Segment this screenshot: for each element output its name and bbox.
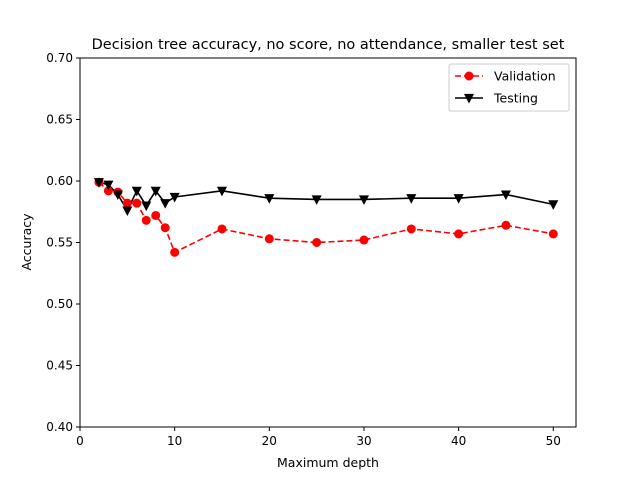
y-tick-label: 0.70 [46,51,73,65]
validation-data-point [264,234,274,244]
x-axis-label: Maximum depth [277,455,379,470]
validation-data-point [151,210,161,220]
validation-series-line [98,181,554,254]
legend-validation-marker [464,71,474,81]
validation-data-point [217,224,227,234]
testing-data-point [216,186,228,197]
y-axis-label: Accuracy [19,213,34,271]
y-axis: 0.40 0.45 0.50 0.55 0.60 0.65 0.70 [46,51,80,434]
x-axis: 0 10 20 30 40 50 [76,427,561,448]
testing-data-point [311,195,322,205]
testing-data-point [169,192,180,203]
x-tick-label: 40 [451,434,466,448]
testing-data-point [453,194,464,204]
y-tick-label: 0.65 [46,113,73,127]
testing-data-point [548,200,559,210]
legend: Validation Testing [448,63,570,112]
y-tick-label: 0.40 [46,420,73,434]
testing-data-point [103,180,114,191]
validation-data-point [122,198,132,208]
testing-data-point [112,190,123,201]
testing-data-point [93,178,104,188]
legend-testing-marker [463,93,475,104]
y-tick-label: 0.45 [46,359,73,373]
testing-data-point [131,186,142,197]
testing-series-line [98,181,554,212]
validation-data-point [454,229,464,239]
plot-area-frame [79,57,577,428]
testing-data-point [264,194,275,204]
x-tick-label: 50 [546,434,561,448]
legend-testing-label: Testing [493,91,538,106]
validation-data-point [359,235,369,245]
y-tick-label: 0.55 [46,236,73,250]
plot-lines [98,181,554,254]
testing-data-point [160,199,171,209]
testing-data-point [141,201,152,212]
x-tick-label: 30 [356,434,371,448]
validation-data-point [170,247,180,257]
testing-data-point [500,190,511,201]
validation-data-point [132,198,142,208]
y-tick-label: 0.60 [46,174,73,188]
validation-data-point [141,215,151,225]
legend-validation-label: Validation [494,69,556,84]
x-tick-label: 10 [167,434,182,448]
plot-markers [93,177,559,257]
validation-data-point [501,220,511,230]
testing-data-point [150,186,161,197]
validation-data-point [406,224,416,234]
validation-data-point [160,223,170,233]
testing-data-point [406,194,417,204]
testing-data-point [122,206,133,217]
testing-data-point [358,195,369,205]
validation-data-point [548,229,558,239]
x-tick-label: 20 [262,434,277,448]
x-tick-label: 0 [76,434,84,448]
y-tick-label: 0.50 [46,297,73,311]
chart-title: Decision tree accuracy, no score, no att… [92,37,565,53]
validation-data-point [312,238,322,247]
